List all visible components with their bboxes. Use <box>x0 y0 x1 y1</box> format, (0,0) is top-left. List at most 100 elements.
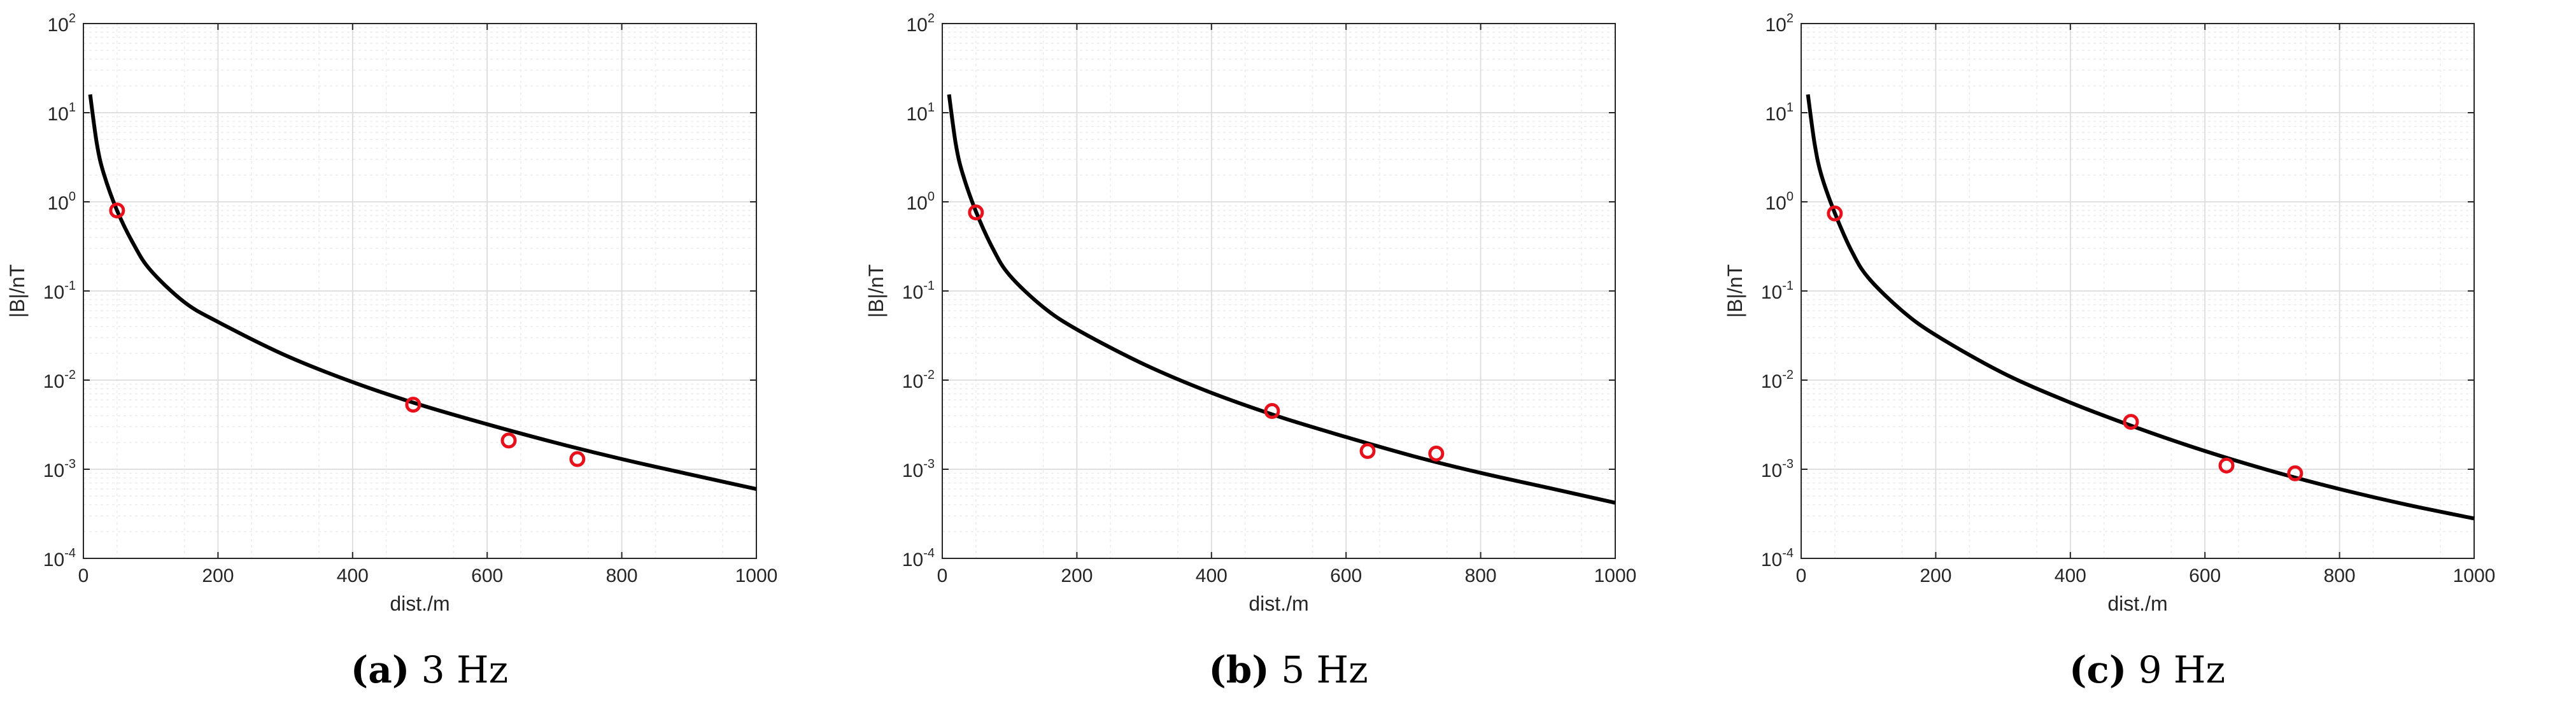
y-tick-base: 10 <box>902 460 923 481</box>
chart-svg-c: 0 200 400 600 800 100010-410-310-210-11001011… <box>1723 11 2496 615</box>
y-tick-label: 10-2 <box>902 368 935 392</box>
y-tick-exponent: 1 <box>1787 101 1794 115</box>
y-tick-exponent: 2 <box>928 11 935 25</box>
chart-svg-b: 0 200 400 600 800 100010-410-310-210-11001011… <box>865 11 1637 615</box>
y-tick-exponent: 2 <box>69 11 76 25</box>
y-tick-label: 102 <box>907 11 935 36</box>
x-tick-label: 1000 <box>1594 565 1637 586</box>
y-tick-exponent: 0 <box>928 190 935 204</box>
y-tick-exponent: -3 <box>923 457 935 471</box>
x-tick-label: 600 <box>1330 565 1362 586</box>
y-tick-label: 10-1 <box>1761 279 1794 303</box>
data-point-marker <box>1428 445 1445 462</box>
x-tick-label: 1000 <box>2453 565 2496 586</box>
y-tick-base: 10 <box>43 460 64 481</box>
y-tick-base: 10 <box>902 371 923 392</box>
y-tick-label: 100 <box>48 190 76 214</box>
x-axis-label-a: dist./m <box>390 592 449 615</box>
y-tick-label: 10-2 <box>1761 368 1794 392</box>
y-tick-label: 10-1 <box>43 279 76 303</box>
y-tick-label: 10-4 <box>902 546 935 570</box>
y-tick-label: 10-3 <box>43 457 76 481</box>
y-axis-label-c: |B|/nT <box>1723 264 1746 318</box>
y-tick-base: 10 <box>1761 460 1782 481</box>
x-axis-label-b: dist./m <box>1249 592 1308 615</box>
y-tick-exponent: 1 <box>69 101 76 115</box>
y-tick-base: 10 <box>907 104 928 125</box>
y-tick-base: 10 <box>907 193 928 214</box>
y-tick-label: 10-1 <box>902 279 935 303</box>
x-tick-label: 400 <box>1196 565 1228 586</box>
x-tick-label: 0 <box>1796 565 1807 586</box>
series-line-c <box>1806 94 2475 521</box>
y-tick-base: 10 <box>43 371 64 392</box>
caption-b: (b) 5 Hz <box>859 648 1718 691</box>
caption-text-a: 3 Hz <box>421 648 509 691</box>
y-tick-base: 10 <box>48 193 69 214</box>
y-tick-label: 101 <box>907 101 935 125</box>
data-point-marker <box>1827 205 1843 222</box>
y-tick-label: 102 <box>1766 11 1794 36</box>
caption-letter-b: (b) <box>1208 648 1270 691</box>
y-tick-base: 10 <box>902 282 923 303</box>
x-tick-label: 200 <box>1920 565 1951 586</box>
chart-panel-b: 0 200 400 600 800 1000 10-4 10-3 10-2 10-1 100 101 1… <box>859 0 1718 708</box>
y-tick-exponent: -1 <box>1782 279 1794 293</box>
y-tick-label: 101 <box>1766 101 1794 125</box>
chart-panel-a: 0 200 400 600 800 1000 10-4 10-3 10-2 10-1 100 101 1… <box>0 0 859 708</box>
caption-letter-c: (c) <box>2069 648 2127 691</box>
y-tick-base: 10 <box>1766 104 1787 125</box>
data-point-marker <box>109 202 125 219</box>
y-tick-label: 10-4 <box>43 546 76 570</box>
x-tick-label: 600 <box>2189 565 2221 586</box>
y-tick-exponent: -3 <box>1782 457 1794 471</box>
y-tick-label: 10-3 <box>1761 457 1794 481</box>
y-tick-label: 10-2 <box>43 368 76 392</box>
y-tick-exponent: -4 <box>1782 546 1794 560</box>
y-tick-exponent: 1 <box>928 101 935 115</box>
x-tick-label: 1000 <box>735 565 778 586</box>
data-point-marker <box>1359 442 1376 459</box>
data-point-marker <box>968 204 984 221</box>
chart-panel-c: 0 200 400 600 800 1000 10-4 10-3 10-2 10-1 100 101 1… <box>1718 0 2576 708</box>
x-tick-label: 200 <box>1061 565 1093 586</box>
data-point-marker <box>569 451 586 467</box>
y-tick-exponent: -2 <box>923 368 935 382</box>
chart-svg-a: 0 200 400 600 800 100010-410-310-210-11001011… <box>6 11 778 615</box>
x-tick-label: 0 <box>78 565 89 586</box>
x-tick-label: 400 <box>2055 565 2086 586</box>
y-tick-label: 102 <box>48 11 76 36</box>
y-tick-exponent: 2 <box>1787 11 1794 25</box>
caption-text-c: 9 Hz <box>2138 648 2226 691</box>
caption-a: (a) 3 Hz <box>0 648 859 691</box>
x-tick-label: 800 <box>2324 565 2356 586</box>
y-tick-exponent: -3 <box>64 457 76 471</box>
y-tick-base: 10 <box>1766 15 1787 36</box>
x-tick-label: 800 <box>1465 565 1497 586</box>
y-tick-base: 10 <box>1766 193 1787 214</box>
y-tick-label: 100 <box>907 190 935 214</box>
data-point-marker <box>2218 457 2235 474</box>
x-tick-label: 0 <box>937 565 948 586</box>
data-point-marker <box>1264 403 1280 420</box>
y-tick-exponent: -4 <box>64 546 76 560</box>
y-tick-base: 10 <box>43 282 64 303</box>
series-line-a <box>88 94 757 492</box>
y-tick-label: 10-4 <box>1761 546 1794 570</box>
y-tick-base: 10 <box>1761 549 1782 570</box>
series-line-b <box>947 94 1616 505</box>
data-point-marker <box>405 397 421 413</box>
y-tick-base: 10 <box>48 15 69 36</box>
y-tick-label: 10-3 <box>902 457 935 481</box>
y-tick-base: 10 <box>902 549 923 570</box>
y-tick-label: 100 <box>1766 190 1794 214</box>
x-axis-label-c: dist./m <box>2107 592 2167 615</box>
data-point-marker <box>2123 414 2139 430</box>
y-tick-exponent: 0 <box>1787 190 1794 204</box>
data-point-marker <box>500 432 517 449</box>
x-tick-label: 600 <box>471 565 503 586</box>
caption-letter-a: (a) <box>350 648 410 691</box>
y-tick-label: 101 <box>48 101 76 125</box>
y-tick-exponent: -1 <box>64 279 76 293</box>
caption-c: (c) 9 Hz <box>1718 648 2576 691</box>
